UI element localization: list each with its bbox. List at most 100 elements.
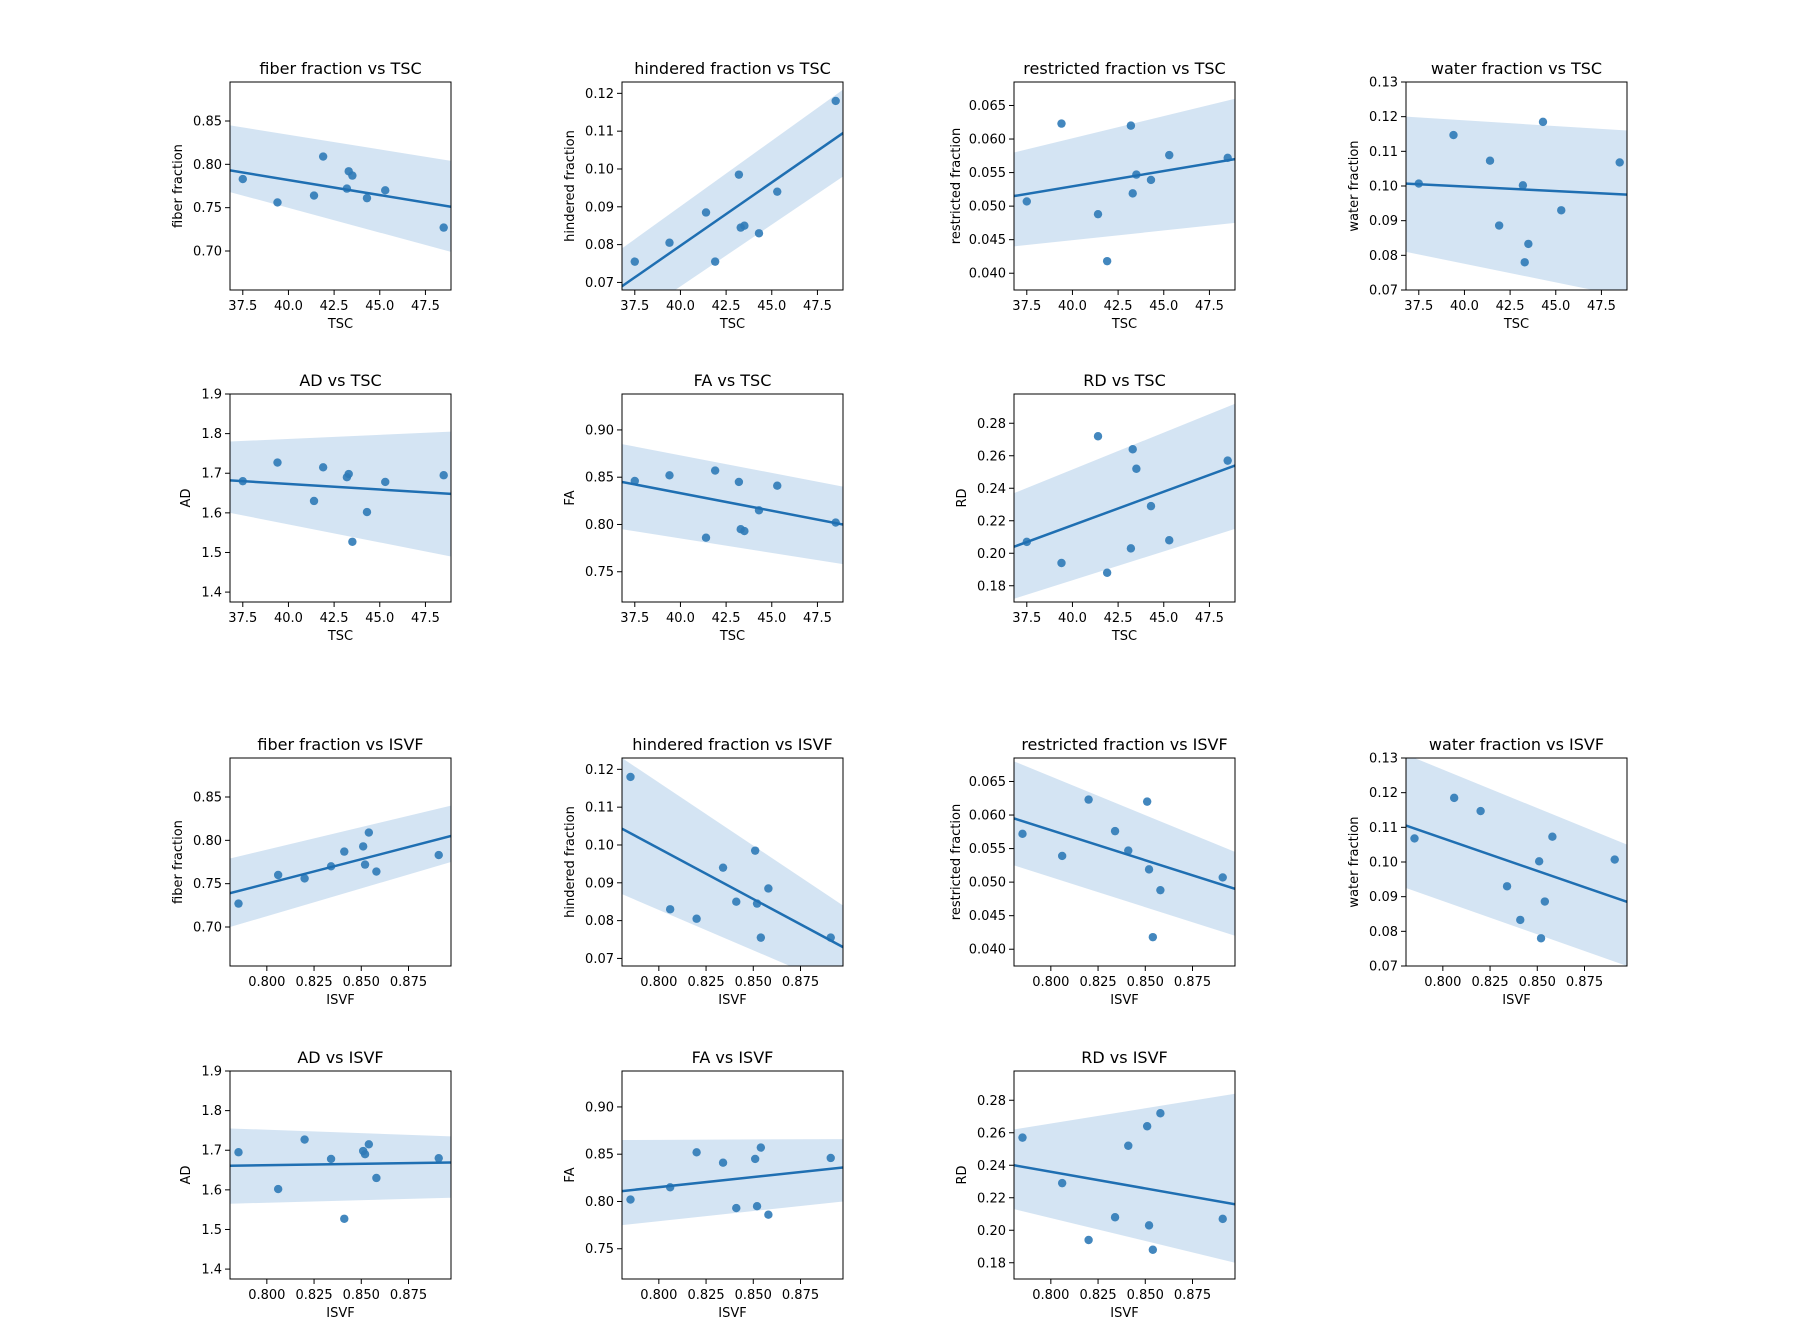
regression-line: [1406, 182, 1627, 196]
x-tick-label: 42.5: [712, 611, 741, 626]
data-point: [1615, 158, 1624, 167]
regression-line: [622, 480, 843, 526]
y-tick-label: 0.050: [969, 876, 1006, 891]
confidence-band: [230, 1128, 451, 1204]
data-point: [434, 1153, 443, 1163]
y-tick-label: 0.07: [1369, 284, 1398, 299]
y-tick-label: 0.75: [585, 565, 614, 580]
data-point: [1524, 239, 1533, 249]
confidence-band: [1406, 758, 1627, 966]
y-axis-label: water fraction: [1347, 816, 1362, 907]
y-tick-label: 0.12: [585, 87, 614, 102]
data-point: [340, 847, 349, 856]
x-tick-label: 40.0: [1450, 299, 1479, 314]
axes-frame: [621, 1070, 844, 1280]
x-axis-label: ISVF: [326, 993, 354, 1008]
data-point: [1534, 857, 1544, 866]
x-tick-label: 0.825: [1471, 975, 1508, 990]
data-point: [300, 874, 309, 883]
x-axis-label: ISVF: [1110, 993, 1138, 1008]
y-tick-label: 0.08: [1369, 925, 1398, 940]
y-tick-label: 0.040: [969, 267, 1006, 282]
x-tick-label: 40.0: [1058, 611, 1087, 626]
subplot-2: 37.5 40.0 42.5 45.0 47.5 0.07 0.08 0.09 0.10 0.11…: [563, 59, 844, 332]
data-point: [1126, 121, 1136, 130]
y-tick-label: 0.09: [1369, 890, 1398, 905]
data-point: [1449, 793, 1459, 803]
y-tick-label: 0.09: [585, 200, 614, 215]
x-tick-label: 0.875: [1174, 975, 1211, 990]
y-tick-label: 0.80: [193, 158, 222, 173]
data-point: [1218, 873, 1227, 882]
y-tick-label: 0.70: [193, 921, 222, 936]
x-tick-label: 0.875: [1566, 975, 1603, 990]
data-point: [1548, 832, 1557, 841]
y-axis-label: FA: [563, 490, 578, 505]
y-tick-label: 1.4: [201, 1263, 222, 1278]
x-tick-label: 40.0: [1058, 299, 1087, 314]
data-point: [692, 1148, 701, 1157]
data-point: [630, 257, 639, 266]
y-tick-label: 0.22: [977, 1191, 1006, 1206]
y-tick-label: 0.10: [585, 838, 614, 853]
confidence-band: [622, 89, 843, 290]
regression-line: [622, 132, 843, 288]
data-point: [826, 1153, 835, 1163]
y-tick-label: 1.7: [201, 467, 222, 482]
regression-line: [1406, 824, 1627, 904]
data-point: [1124, 1141, 1133, 1150]
y-tick-label: 1.5: [201, 1223, 222, 1238]
data-point: [1142, 797, 1152, 806]
y-tick-label: 1.6: [201, 506, 222, 521]
data-point: [692, 914, 701, 923]
y-tick-label: 0.26: [977, 1126, 1006, 1141]
data-point: [1485, 156, 1495, 165]
data-point: [1132, 464, 1141, 473]
data-point: [434, 850, 443, 860]
data-point: [1057, 119, 1066, 128]
y-tick-label: 0.85: [193, 115, 222, 130]
y-tick-label: 1.5: [201, 546, 222, 561]
data-point: [1124, 846, 1133, 855]
confidence-band: [1014, 98, 1235, 247]
axes-frame: [621, 81, 844, 291]
y-tick-label: 0.055: [969, 166, 1006, 181]
axes-frame: [1013, 393, 1236, 603]
y-tick-label: 1.7: [201, 1144, 222, 1159]
data-point: [273, 870, 283, 880]
y-axis-label: restricted fraction: [949, 804, 964, 920]
x-tick-label: 0.800: [1424, 975, 1461, 990]
x-tick-label: 40.0: [666, 299, 695, 314]
data-point: [1022, 197, 1031, 206]
x-axis-label: TSC: [719, 317, 745, 332]
regression-line: [1014, 464, 1235, 548]
confidence-band: [622, 758, 843, 966]
axes-frame: [1013, 81, 1236, 291]
x-tick-label: 0.825: [687, 1288, 724, 1303]
data-point: [1540, 897, 1550, 906]
chart-title: FA vs TSC: [694, 371, 772, 390]
chart-title: fiber fraction vs TSC: [259, 59, 421, 78]
data-point: [348, 171, 357, 180]
x-tick-label: 47.5: [1195, 611, 1224, 626]
subplot-6: 37.5 40.0 42.5 45.0 47.5 0.75 0.80 0.85 0.90 FA v…: [563, 371, 844, 644]
subplot-14: 0.800 0.825 0.850 0.875 0.18 0.20 0.22 0.24 0.26…: [955, 1048, 1236, 1321]
regression-line: [230, 834, 451, 895]
x-tick-label: 42.5: [320, 299, 349, 314]
x-axis-label: ISVF: [718, 1306, 746, 1321]
x-tick-label: 37.5: [620, 299, 649, 314]
y-tick-label: 0.80: [193, 834, 222, 849]
confidence-band: [230, 431, 451, 557]
x-tick-label: 47.5: [1195, 299, 1224, 314]
x-tick-label: 0.825: [687, 975, 724, 990]
data-point: [364, 1140, 374, 1149]
x-tick-label: 0.875: [390, 975, 427, 990]
confidence-band: [1014, 761, 1235, 936]
data-point: [360, 1150, 370, 1159]
data-point: [1102, 568, 1112, 577]
data-point: [740, 221, 749, 230]
y-tick-label: 0.80: [585, 1195, 614, 1210]
y-axis-label: hindered fraction: [563, 806, 578, 918]
y-axis-label: fiber fraction: [171, 144, 186, 228]
axes-frame: [229, 1070, 452, 1280]
